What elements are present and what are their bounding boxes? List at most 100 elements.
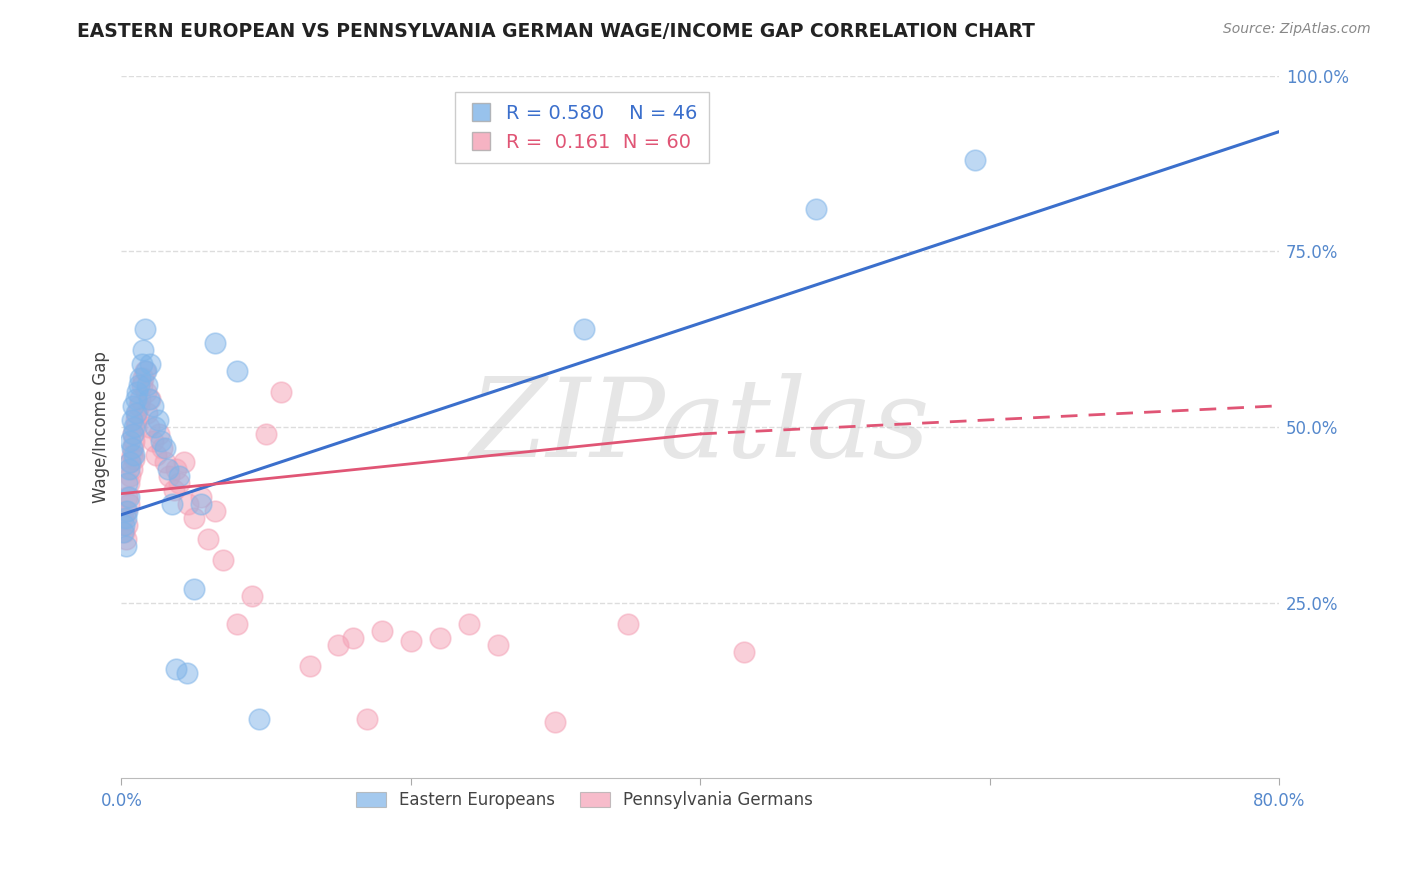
Point xyxy=(138,392,160,406)
Point xyxy=(160,497,183,511)
Point xyxy=(120,469,142,483)
Point xyxy=(254,426,277,441)
Point xyxy=(121,441,143,455)
Point xyxy=(114,539,136,553)
Point xyxy=(197,533,219,547)
Point xyxy=(127,384,149,399)
Point xyxy=(139,392,162,406)
Point xyxy=(148,426,170,441)
Point xyxy=(146,413,169,427)
Point xyxy=(226,616,249,631)
Point xyxy=(132,343,155,357)
Point xyxy=(120,455,142,469)
Point xyxy=(129,370,152,384)
Point xyxy=(124,451,146,466)
Point xyxy=(149,434,172,448)
Point xyxy=(124,434,146,448)
Point xyxy=(733,645,755,659)
Point xyxy=(120,455,142,469)
Point xyxy=(118,490,141,504)
Point xyxy=(136,406,159,420)
Point xyxy=(190,497,212,511)
Point xyxy=(125,406,148,420)
Point xyxy=(114,533,136,547)
Legend: Eastern Europeans, Pennsylvania Germans: Eastern Europeans, Pennsylvania Germans xyxy=(349,784,820,815)
Point xyxy=(128,399,150,413)
Point xyxy=(165,662,187,676)
Point xyxy=(162,483,184,497)
Point xyxy=(128,377,150,392)
Point xyxy=(328,638,350,652)
Point xyxy=(142,434,165,448)
Point xyxy=(134,364,156,378)
Point xyxy=(135,364,157,378)
Point xyxy=(574,321,596,335)
Point xyxy=(111,511,134,525)
Point xyxy=(120,434,142,448)
Text: ZIPatlas: ZIPatlas xyxy=(470,373,931,481)
Point xyxy=(125,420,148,434)
Point xyxy=(115,476,138,491)
Point xyxy=(132,370,155,384)
Point xyxy=(122,426,145,441)
Point xyxy=(145,448,167,462)
Point xyxy=(157,469,180,483)
Point xyxy=(131,357,153,371)
Point xyxy=(173,455,195,469)
Point xyxy=(139,357,162,371)
Point xyxy=(617,616,640,631)
Point xyxy=(122,426,145,441)
Point xyxy=(169,476,191,491)
Point xyxy=(150,441,173,455)
Point xyxy=(183,582,205,596)
Point xyxy=(429,631,451,645)
Point xyxy=(112,518,135,533)
Point xyxy=(211,553,233,567)
Point xyxy=(114,504,136,518)
Point xyxy=(124,448,146,462)
Point xyxy=(143,420,166,434)
Point xyxy=(177,497,200,511)
Point xyxy=(121,413,143,427)
Point xyxy=(153,441,176,455)
Point xyxy=(804,202,827,216)
Point xyxy=(342,631,364,645)
Point xyxy=(127,406,149,420)
Point xyxy=(125,392,148,406)
Point xyxy=(122,399,145,413)
Point xyxy=(114,511,136,525)
Point xyxy=(247,712,270,726)
Point xyxy=(190,490,212,504)
Point xyxy=(399,634,422,648)
Point xyxy=(226,364,249,378)
Point xyxy=(176,665,198,680)
Point xyxy=(118,497,141,511)
Point xyxy=(118,462,141,476)
Point xyxy=(138,420,160,434)
Point xyxy=(457,616,479,631)
Point xyxy=(270,384,292,399)
Point xyxy=(136,377,159,392)
Point xyxy=(156,462,179,476)
Point xyxy=(129,392,152,406)
Point xyxy=(153,455,176,469)
Point xyxy=(118,476,141,491)
Point xyxy=(112,525,135,540)
Point xyxy=(115,504,138,518)
Y-axis label: Wage/Income Gap: Wage/Income Gap xyxy=(93,351,110,503)
Point xyxy=(134,321,156,335)
Point xyxy=(121,448,143,462)
Point xyxy=(183,511,205,525)
Point xyxy=(124,420,146,434)
Point xyxy=(121,462,143,476)
Point xyxy=(204,504,226,518)
Point xyxy=(298,658,321,673)
Point xyxy=(963,153,986,167)
Point xyxy=(356,712,378,726)
Point xyxy=(486,638,509,652)
Point xyxy=(135,384,157,399)
Point xyxy=(125,413,148,427)
Point xyxy=(165,462,187,476)
Point xyxy=(142,399,165,413)
Point xyxy=(115,490,138,504)
